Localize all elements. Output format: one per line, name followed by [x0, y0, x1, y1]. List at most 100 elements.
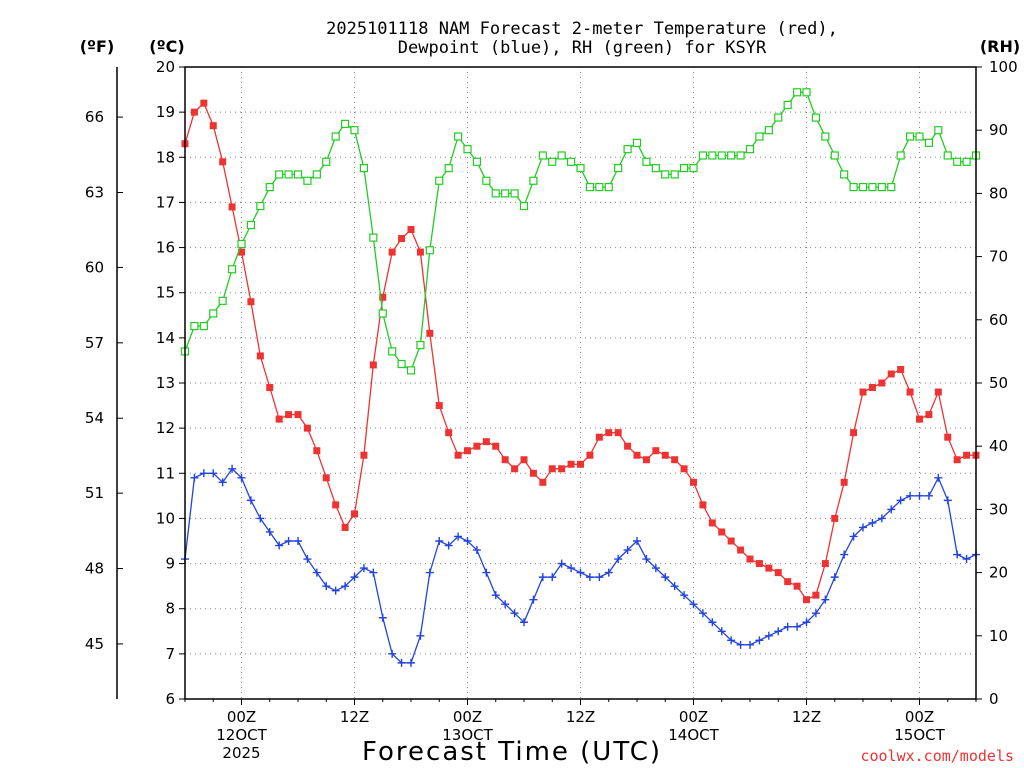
- rh-point: [538, 151, 547, 160]
- dewpoint-point: [199, 469, 208, 478]
- dewpoint-point: [407, 658, 415, 667]
- dewpoint-point: [246, 496, 255, 505]
- rh-point: [312, 170, 321, 179]
- dewpoint-point: [284, 537, 293, 545]
- dewpoint-point: [444, 541, 453, 550]
- dewpoint-point: [265, 527, 274, 536]
- rh-point: [736, 151, 745, 160]
- dewpoint-point: [717, 627, 726, 636]
- chart-title-line2: Dewpoint (blue), RH (green) for KSYR: [398, 38, 767, 58]
- rh-point: [265, 182, 274, 192]
- dewpoint-point: [454, 532, 463, 541]
- dewpoint-point: [774, 627, 783, 636]
- temperature-point: [388, 248, 396, 256]
- celsius-tick-label: 17: [156, 193, 175, 211]
- rh-point: [388, 347, 397, 356]
- x-tick-label: 12Z: [792, 708, 821, 726]
- temperature-point: [322, 474, 330, 482]
- dewpoint-point: [868, 518, 877, 527]
- rh-point: [246, 220, 256, 230]
- temperature-point: [906, 388, 914, 396]
- rh-point: [887, 182, 896, 192]
- rh-tick-label: 30: [989, 500, 1008, 518]
- temperature-point: [652, 447, 660, 455]
- dewpoint-point: [435, 537, 444, 545]
- temperature-point: [934, 388, 942, 396]
- temperature-point: [784, 578, 792, 586]
- temperature-point: [850, 429, 858, 437]
- celsius-tick-label: 6: [165, 690, 175, 708]
- temperature-point: [407, 226, 415, 234]
- series-rh: [180, 88, 981, 375]
- rh-tick-label: 80: [989, 184, 1008, 202]
- rh-point: [557, 151, 566, 160]
- rh-point: [708, 151, 717, 160]
- rh-point: [811, 113, 821, 122]
- rh-point: [576, 164, 585, 173]
- dewpoint-point: [548, 573, 557, 582]
- temperature-point: [953, 456, 961, 464]
- dewpoint-point: [680, 591, 689, 600]
- dewpoint-point: [557, 559, 566, 568]
- series-dewpoint: [181, 464, 980, 667]
- temperature-point: [586, 451, 594, 459]
- dewpoint-point: [350, 573, 359, 582]
- rh-point: [614, 164, 623, 173]
- rh-point: [529, 176, 538, 185]
- celsius-tick-label: 11: [156, 464, 175, 482]
- rh-point: [293, 170, 303, 179]
- temperature-point: [511, 465, 519, 473]
- rh-point: [642, 157, 651, 166]
- dewpoint-point: [228, 464, 237, 473]
- rh-point: [924, 138, 934, 147]
- temperature-point: [859, 388, 867, 396]
- x-tick-label: 00Z: [679, 708, 708, 726]
- temperature-point: [520, 456, 528, 464]
- rh-point: [651, 164, 660, 173]
- rh-point: [670, 170, 679, 179]
- x-axis-label: Forecast Time (UTC): [362, 737, 662, 767]
- dewpoint-point: [934, 473, 943, 482]
- rh-point: [369, 233, 378, 242]
- dewpoint-point: [764, 631, 773, 640]
- x-tick-label: 13OCT: [442, 726, 493, 744]
- dewpoint-point: [491, 591, 500, 600]
- axis-layer: 6 7 8 9 10 11 12 13 14 15 16 17 18 19 20 45 48 51 54 57 60 63…: [85, 58, 1018, 762]
- temperature-point: [473, 442, 481, 450]
- rh-point: [745, 145, 755, 154]
- celsius-tick-label: 15: [156, 284, 175, 302]
- rh-point: [849, 182, 858, 192]
- temperature-point: [803, 596, 810, 604]
- temperature-point: [944, 433, 952, 441]
- temperature-point: [661, 451, 669, 459]
- temperature-point: [501, 456, 509, 464]
- series-temperature: [181, 99, 980, 604]
- temperature-point: [209, 122, 217, 130]
- temperature-point: [313, 447, 321, 455]
- rh-point: [510, 189, 519, 198]
- temperature-point: [718, 528, 726, 536]
- rh-tick-label: 50: [989, 374, 1008, 392]
- temperature-point: [680, 465, 688, 473]
- rh-tick-label: 60: [989, 311, 1008, 329]
- rh-point: [783, 100, 792, 110]
- temperature-point: [925, 411, 933, 419]
- rh-point: [199, 322, 208, 331]
- rh-point: [237, 239, 246, 249]
- temperature-point: [614, 429, 622, 437]
- rh-point: [679, 164, 689, 173]
- x-tick-label: 12Z: [566, 708, 595, 726]
- temperature-point: [200, 99, 208, 107]
- dewpoint-point: [322, 582, 331, 591]
- celsius-tick-label: 19: [156, 103, 175, 121]
- series-layer: [180, 88, 981, 667]
- dewpoint-point: [576, 568, 585, 577]
- dewpoint-point: [303, 555, 312, 564]
- rh-point: [632, 138, 642, 147]
- fahrenheit-tick-label: 63: [85, 183, 104, 201]
- temperature-point: [190, 108, 198, 116]
- dewpoint-point: [802, 618, 811, 627]
- temperature-point: [294, 411, 302, 419]
- dewpoint-point: [614, 555, 623, 564]
